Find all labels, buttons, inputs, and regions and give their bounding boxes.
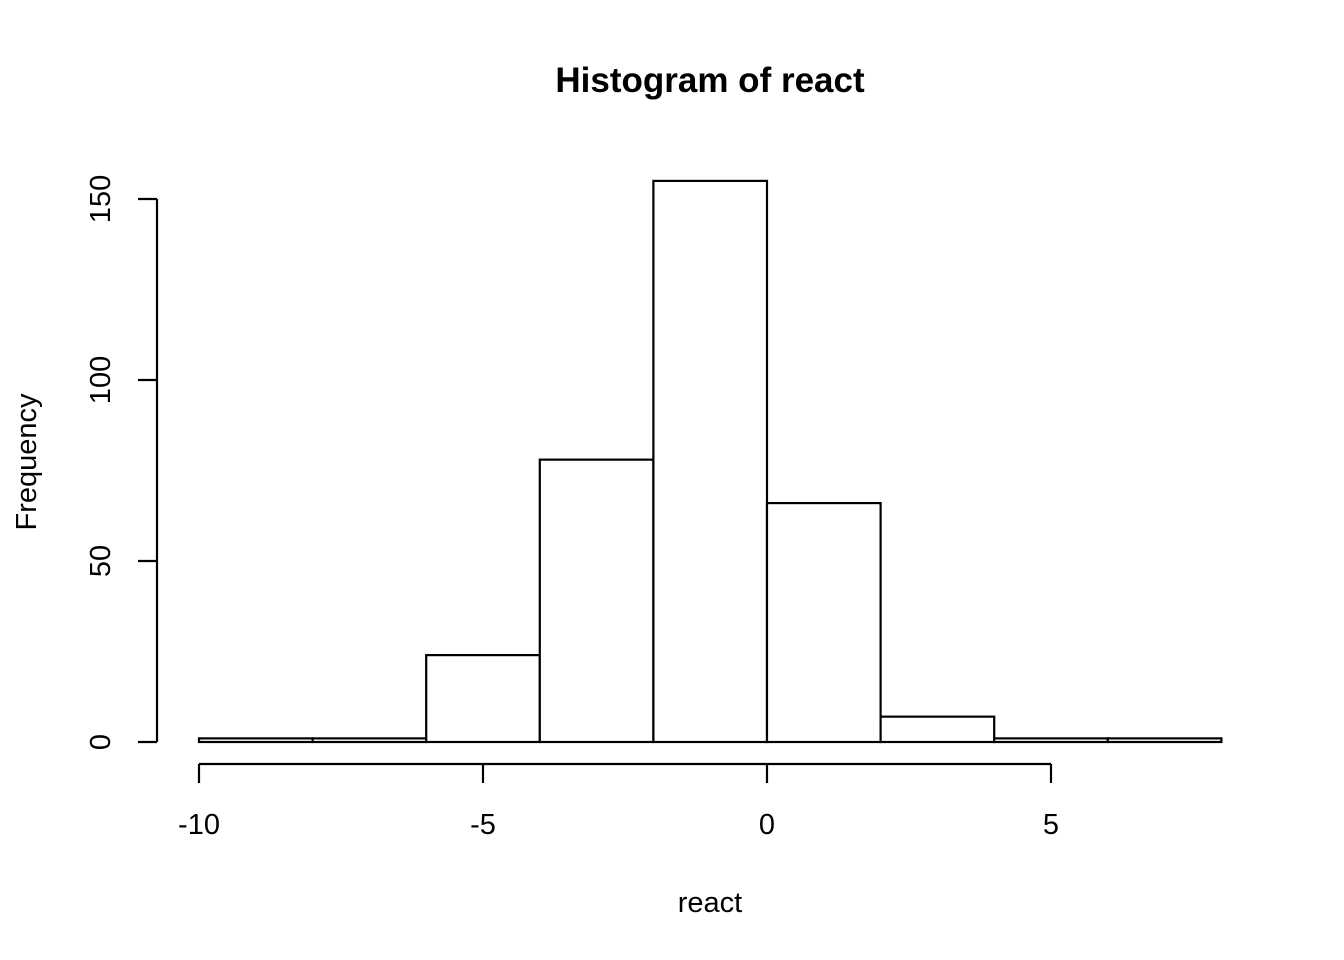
chart-title: Histogram of react [555,61,865,100]
y-tick-label: 50 [85,545,117,577]
y-axis: 0 50 100 150 [85,175,159,750]
histogram-bar-0 [197,737,314,744]
histogram-bar-5 [765,501,882,744]
x-tick-label: -5 [470,809,496,841]
histogram-bar-1 [311,737,428,744]
x-axis: -10 -5 0 5 [178,762,1059,841]
histogram-bar-6 [879,715,996,744]
x-tick-label: 5 [1043,809,1059,841]
x-tick-label: 0 [759,809,775,841]
x-axis-label: react [678,887,742,919]
histogram-bar-7 [993,737,1109,744]
histogram-bar-3 [538,458,655,744]
histogram-bar-4 [652,179,769,744]
histogram-bar-8 [1106,737,1223,744]
bars-group [197,179,1223,744]
x-tick-label: -10 [178,809,220,841]
y-tick-label: 0 [85,734,117,750]
y-tick-label: 150 [85,175,117,223]
y-tick-label: 100 [85,356,117,404]
histogram-bar-2 [425,654,541,744]
y-axis-label: Frequency [11,393,43,531]
